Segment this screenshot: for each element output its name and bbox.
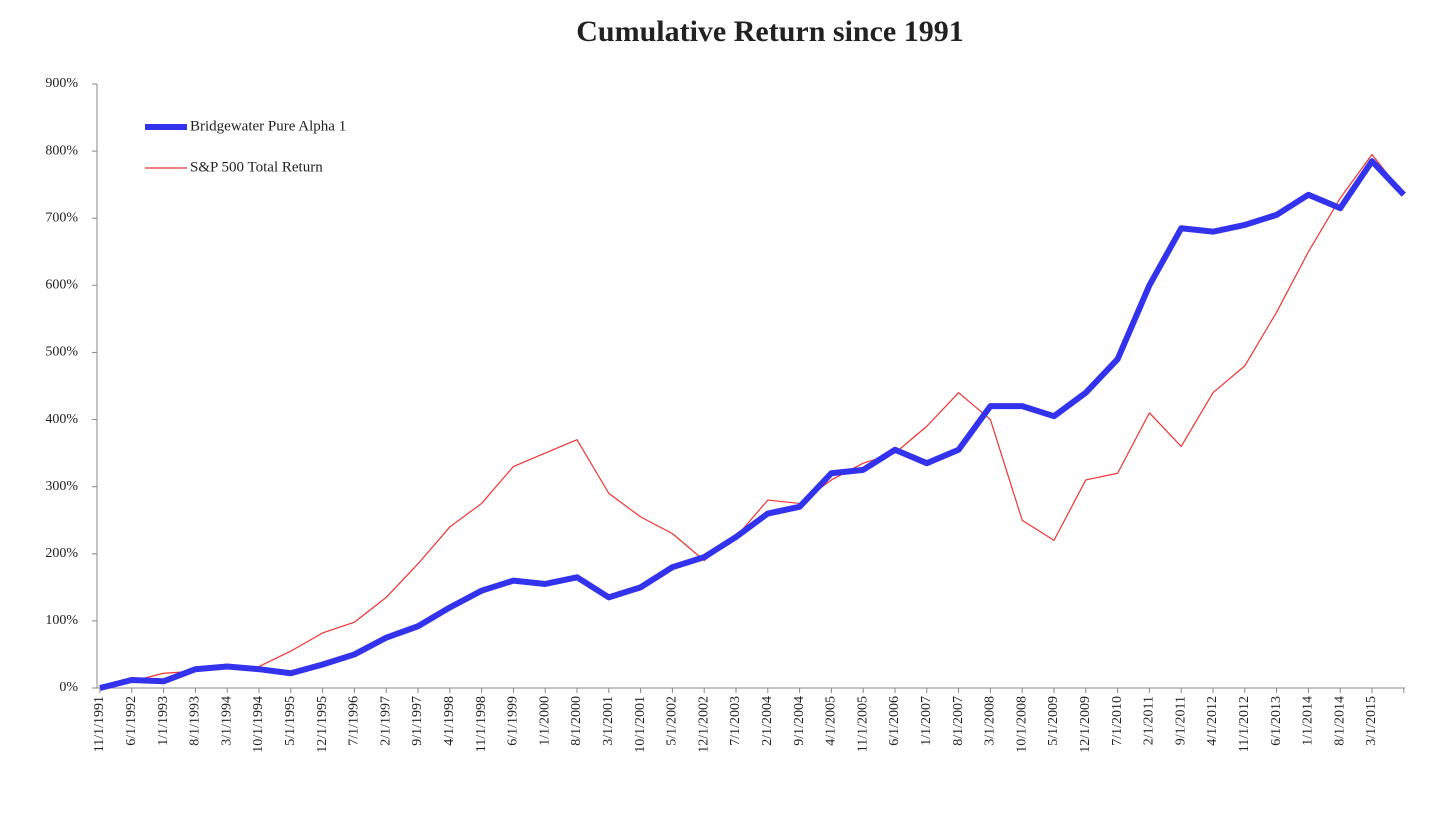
x-tick-label: 7/1/1996 [347, 696, 362, 746]
x-tick-label: 12/1/2009 [1078, 696, 1093, 753]
y-tick-label: 300% [45, 479, 78, 494]
chart-title: Cumulative Return since 1991 [576, 15, 963, 48]
x-tick-label: 9/1/2004 [792, 696, 807, 746]
y-tick-label: 100% [45, 613, 78, 628]
x-tick-label: 5/1/2009 [1046, 696, 1061, 746]
x-tick-label: 3/1/2008 [983, 696, 998, 746]
x-tick-label: 6/1/1999 [506, 696, 521, 746]
x-tick-label: 5/1/2002 [665, 696, 680, 746]
y-tick-label: 400% [45, 412, 78, 427]
x-tick-label: 7/1/2010 [1110, 696, 1125, 746]
y-tick-label: 0% [59, 680, 78, 695]
x-tick-label: 11/1/2012 [1237, 696, 1252, 752]
legend-label: S&P 500 Total Return [190, 159, 323, 175]
x-tick-label: 4/1/2005 [824, 696, 839, 746]
x-tick-label: 3/1/1994 [219, 696, 234, 746]
x-tick-label: 11/1/2005 [855, 696, 870, 752]
x-tick-label: 12/1/1995 [315, 696, 330, 753]
x-tick-label: 1/1/1993 [156, 696, 171, 746]
x-tick-label: 9/1/2011 [1173, 696, 1188, 745]
x-tick-label: 2/1/2011 [1142, 696, 1157, 745]
y-tick-label: 700% [45, 210, 78, 225]
x-tick-label: 6/1/2006 [887, 696, 902, 746]
x-tick-label: 2/1/2004 [760, 696, 775, 746]
x-tick-label: 5/1/1995 [283, 696, 298, 746]
x-tick-label: 11/1/1998 [474, 696, 489, 752]
x-tick-label: 1/1/2014 [1301, 696, 1316, 746]
x-tick-label: 8/1/2007 [951, 696, 966, 746]
series-line [99, 153, 1405, 689]
x-tick-label: 2/1/1997 [378, 696, 393, 746]
x-tick-label: 4/1/1998 [442, 696, 457, 746]
x-tick-label: 7/1/2003 [728, 696, 743, 746]
x-tick-label: 8/1/2000 [569, 696, 584, 746]
y-tick-label: 500% [45, 345, 78, 360]
x-tick-label: 10/1/1994 [251, 696, 266, 753]
x-tick-label: 12/1/2002 [696, 696, 711, 753]
y-tick-label: 600% [45, 278, 78, 293]
x-tick-label: 4/1/2012 [1205, 696, 1220, 746]
x-tick-label: 1/1/2000 [537, 696, 552, 746]
y-tick-label: 900% [45, 76, 78, 91]
x-tick-label: 1/1/2007 [919, 696, 934, 746]
x-tick-label: 3/1/2015 [1364, 696, 1379, 746]
x-tick-label: 3/1/2001 [601, 696, 616, 746]
y-tick-label: 200% [45, 546, 78, 561]
x-tick-label: 8/1/2014 [1332, 696, 1347, 746]
x-tick-label: 9/1/1997 [410, 696, 425, 746]
x-tick-label: 6/1/1992 [124, 696, 139, 746]
x-tick-label: 8/1/1993 [188, 696, 203, 746]
y-tick-label: 800% [45, 143, 78, 158]
x-tick-label: 11/1/1991 [92, 696, 107, 752]
legend-label: Bridgewater Pure Alpha 1 [190, 118, 346, 134]
x-tick-label: 6/1/2013 [1269, 696, 1284, 746]
x-tick-label: 10/1/2008 [1014, 696, 1029, 753]
series-line [99, 158, 1406, 691]
x-tick-label: 10/1/2001 [633, 696, 648, 753]
